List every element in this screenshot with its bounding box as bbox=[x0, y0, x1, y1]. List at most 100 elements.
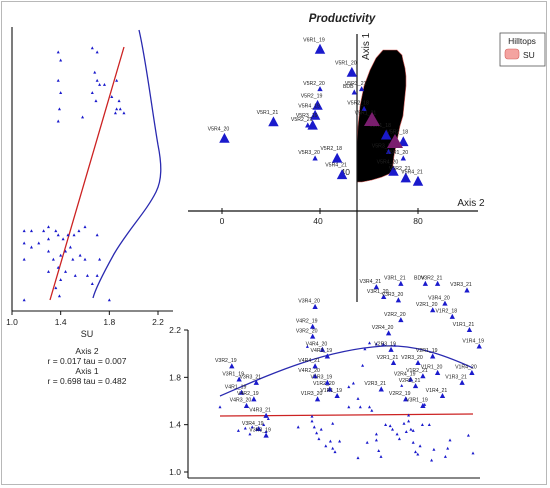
ordination-point bbox=[236, 376, 242, 382]
ordination-point bbox=[420, 402, 426, 408]
bottom-point bbox=[305, 344, 309, 348]
ordination-point bbox=[381, 294, 387, 300]
left-point bbox=[56, 265, 60, 269]
left-point bbox=[59, 91, 63, 94]
ordination-point bbox=[412, 175, 424, 186]
ordination-point-label: V5R4_20 bbox=[208, 126, 230, 132]
left-point bbox=[73, 274, 77, 277]
ordination-point bbox=[398, 136, 409, 147]
ordination-point-label: V2R3_19 bbox=[374, 342, 396, 348]
ordination-point bbox=[312, 303, 318, 309]
ordination-point bbox=[305, 122, 311, 128]
ordination-point bbox=[314, 396, 321, 402]
ordination-point bbox=[430, 307, 436, 313]
ordination-point-label: V1R1_19 bbox=[320, 388, 342, 394]
axis2-tick-label: 80 bbox=[413, 216, 423, 226]
ordination-point bbox=[229, 363, 235, 369]
ordination-point bbox=[251, 396, 257, 402]
ordination-point-label: V2R2_21 bbox=[399, 378, 421, 384]
bottom-scatter bbox=[218, 341, 475, 462]
ordination-point-label: V4R3_19 bbox=[311, 348, 333, 354]
stats-axis1-line: r = 0.698 tau = 0.482 bbox=[48, 376, 127, 386]
left-point bbox=[81, 115, 85, 119]
bottom-point bbox=[310, 419, 314, 423]
bottom-point bbox=[347, 385, 351, 389]
bottom-point bbox=[331, 446, 335, 450]
bottom-point bbox=[374, 432, 378, 436]
ordination-point-label: V6R1_19 bbox=[303, 37, 325, 43]
bottom-point bbox=[397, 437, 401, 441]
ordination-point bbox=[422, 280, 429, 286]
left-point bbox=[64, 249, 68, 253]
left-point bbox=[98, 82, 102, 86]
ordination-point bbox=[378, 386, 384, 392]
ordination-point bbox=[256, 426, 262, 432]
ordination-point bbox=[219, 132, 230, 143]
left-point bbox=[57, 107, 61, 111]
bottom-point bbox=[411, 440, 415, 444]
ordination-point-label: V5R2_20 bbox=[303, 81, 325, 87]
bottom-point bbox=[333, 450, 337, 454]
bottom-point bbox=[413, 450, 418, 454]
ordination-point-label: V5R2_19 bbox=[301, 93, 323, 99]
bottom-point bbox=[395, 432, 399, 436]
bottom-point bbox=[404, 430, 408, 434]
axis1-label: Axis 1 bbox=[361, 32, 372, 60]
left-x-tick-label: 1.8 bbox=[103, 317, 115, 327]
legend-su-label: SU bbox=[523, 50, 535, 60]
ordination-ticks: 0 40 80 40 bbox=[220, 167, 423, 226]
ordination-point-label: V4R4_21 bbox=[298, 358, 320, 364]
ordination-point bbox=[407, 376, 414, 382]
bottom-point bbox=[402, 421, 406, 425]
ordination-point-label: V2R1_19 bbox=[416, 348, 438, 354]
ordination-point-label: V5R2_21 bbox=[389, 166, 411, 172]
bottom-point bbox=[407, 419, 411, 423]
axis1-tick-label: 40 bbox=[341, 167, 351, 177]
ordination-point bbox=[469, 369, 475, 375]
ordination-point-label: V5R2_18 bbox=[347, 101, 369, 107]
ordination-point bbox=[309, 109, 321, 120]
bottom-point bbox=[262, 423, 266, 426]
left-point bbox=[46, 249, 51, 253]
ordination-point-label: V5R1_21 bbox=[355, 111, 377, 117]
left-point bbox=[118, 107, 122, 111]
ordination-point-label: V1R3_20 bbox=[301, 391, 323, 397]
left-point bbox=[57, 294, 61, 298]
left-point bbox=[51, 257, 55, 261]
bottom-point bbox=[236, 428, 240, 432]
left-x-axis-label: SU bbox=[81, 329, 94, 339]
ordination-point-label: V3R4_19 bbox=[242, 421, 264, 427]
legend-title: Hilltops bbox=[508, 36, 536, 46]
ordination-point-label: V1R1_21 bbox=[453, 322, 475, 328]
ordination-point-label: V4R4_20 bbox=[306, 342, 328, 348]
ordination-point bbox=[312, 373, 318, 379]
bottom-point bbox=[374, 342, 378, 346]
bottom-point bbox=[367, 341, 372, 345]
left-point bbox=[46, 225, 51, 229]
chart-title: Productivity bbox=[309, 13, 376, 25]
ordination-point-label: V3R4_20 bbox=[428, 295, 450, 301]
bottom-point bbox=[319, 427, 323, 431]
ordination-point bbox=[334, 393, 340, 399]
bottom-y-tick-label: 1.8 bbox=[169, 372, 181, 382]
left-point bbox=[46, 237, 51, 241]
centroid-marker-1 bbox=[364, 112, 380, 126]
left-point bbox=[66, 233, 70, 237]
ordination-point-label: V5R4_19 bbox=[298, 103, 320, 109]
ordination-point-label: V5R1_18 bbox=[369, 123, 391, 129]
ordination-point-label: V4R2_19 bbox=[237, 391, 259, 397]
bottom-point bbox=[377, 449, 381, 452]
ordination-point-label: V1R2_20 bbox=[313, 381, 335, 387]
ordination-point-label: V5R4_21 bbox=[325, 163, 347, 169]
bottom-regression-line bbox=[219, 413, 474, 417]
bottom-point bbox=[446, 446, 450, 450]
left-point bbox=[90, 282, 94, 286]
stats-axis2-line: r = 0.017 tau = 0.007 bbox=[48, 356, 127, 366]
ordination-point bbox=[346, 66, 358, 77]
left-point bbox=[83, 257, 87, 261]
bottom-point bbox=[347, 405, 351, 409]
ordination-point bbox=[385, 330, 392, 336]
left-point bbox=[85, 274, 89, 277]
ordination-point bbox=[309, 323, 316, 329]
